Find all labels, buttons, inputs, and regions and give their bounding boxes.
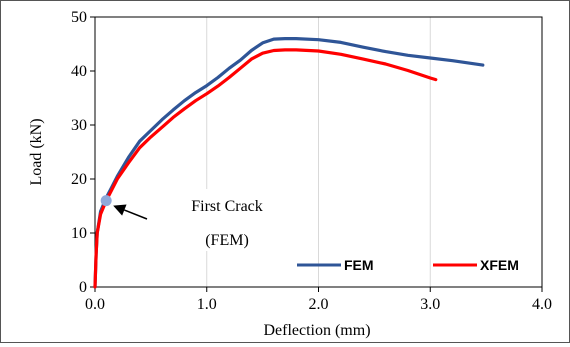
x-tick-label: 3.0 <box>420 296 440 313</box>
x-tick-label: 4.0 <box>532 296 552 313</box>
first-crack-annotation: First Crack (FEM) <box>100 189 271 251</box>
legend: FEM XFEM <box>297 257 519 273</box>
annotation-line-1: First Crack <box>191 198 263 215</box>
annotation-arrow <box>124 209 148 220</box>
y-tick-label: 30 <box>71 117 87 134</box>
x-tick-label: 0.0 <box>85 296 105 313</box>
y-tick-label: 40 <box>71 63 87 80</box>
load-deflection-chart: 0.0 1.0 2.0 3.0 4.0 0 10 20 30 40 50 First Crack (… <box>28 9 552 339</box>
legend-label-fem: FEM <box>344 257 374 273</box>
x-tick-label: 2.0 <box>309 296 329 313</box>
y-axis-label: Load (kN) <box>28 118 45 185</box>
y-tick-label: 20 <box>71 171 87 188</box>
y-tick-label: 10 <box>71 225 87 242</box>
annotation-line-2: (FEM) <box>205 232 249 249</box>
x-axis-label: Deflection (mm) <box>263 322 370 339</box>
series-line-xfem <box>93 48 438 289</box>
axes: 0.0 1.0 2.0 3.0 4.0 0 10 20 30 40 50 <box>71 9 552 313</box>
first-crack-marker <box>100 195 112 207</box>
annotation-arrowhead <box>113 204 127 216</box>
legend-label-xfem: XFEM <box>480 257 519 273</box>
annotation-background <box>153 189 271 251</box>
y-tick-label: 0 <box>79 279 87 296</box>
y-tick-label: 50 <box>71 9 87 26</box>
x-tick-label: 1.0 <box>197 296 217 313</box>
series-lines <box>93 37 485 289</box>
